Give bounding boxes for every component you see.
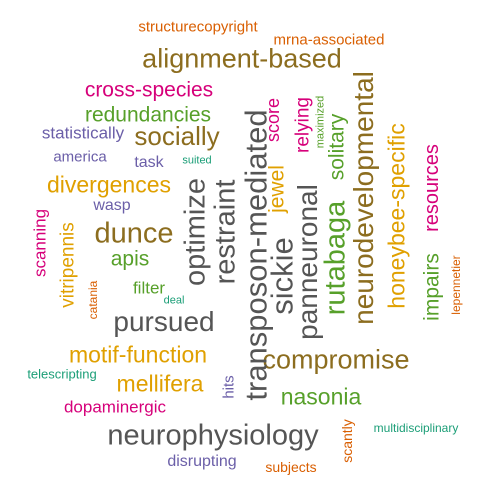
word-lepennetier: lepennetier [449, 255, 463, 315]
word-relying: relying [292, 97, 314, 153]
word-hits: hits [220, 375, 238, 399]
word-task: task [134, 154, 164, 171]
word-statistically: statistically [41, 123, 125, 143]
word-scantly: scantly [339, 419, 355, 463]
word-vitripennis: vitripennis [57, 222, 79, 308]
word-subjects: subjects [265, 459, 317, 475]
word-honeybee-specific: honeybee-specific [383, 123, 410, 309]
word-cross-species: cross-species [84, 78, 214, 102]
word-disrupting: disrupting [167, 453, 237, 470]
word-apis: apis [110, 247, 150, 271]
word-restraint: restraint [209, 179, 242, 285]
word-catania: catania [86, 280, 100, 320]
word-mrna-associated: mrna-associated [273, 31, 385, 49]
word-telescripting: telescripting [27, 366, 97, 382]
word-pursued: pursued [113, 306, 215, 337]
word-jewel: jewel [265, 165, 289, 213]
word-score: score [263, 97, 283, 143]
word-resources: resources [421, 144, 443, 232]
word-optimize: optimize [179, 178, 212, 286]
word-solitary: solitary [325, 113, 349, 181]
word-rutabaga: rutabaga [319, 200, 352, 316]
word-compromise: compromise [262, 344, 410, 375]
word-motif-function: motif-function [68, 341, 208, 368]
word-scanning: scanning [30, 208, 50, 278]
word-suited: suited [182, 154, 212, 167]
word-neurodevelopmental: neurodevelopmental [348, 71, 379, 325]
word-deal: deal [163, 294, 185, 307]
word-multidisciplinary: multidisciplinary [373, 421, 459, 435]
word-socially: socially [134, 121, 220, 151]
word-alignment-based: alignment-based [142, 43, 342, 74]
word-structurecopyright: structurecopyright [138, 18, 258, 36]
word-divergences: divergences [46, 171, 172, 198]
word-dunce: dunce [94, 217, 174, 250]
word-neurophysiology: neurophysiology [107, 419, 319, 452]
word-filter: filter [132, 278, 166, 298]
word-america: america [53, 148, 107, 166]
word-redundancies: redundancies [84, 103, 212, 127]
word-nasonia: nasonia [280, 383, 362, 410]
word-dopaminergic: dopaminergic [63, 397, 167, 417]
word-impairs: impairs [420, 253, 444, 321]
word-mellifera: mellifera [116, 370, 204, 397]
word-panneuronal: panneuronal [292, 184, 323, 340]
word-wasp: wasp [93, 197, 131, 214]
